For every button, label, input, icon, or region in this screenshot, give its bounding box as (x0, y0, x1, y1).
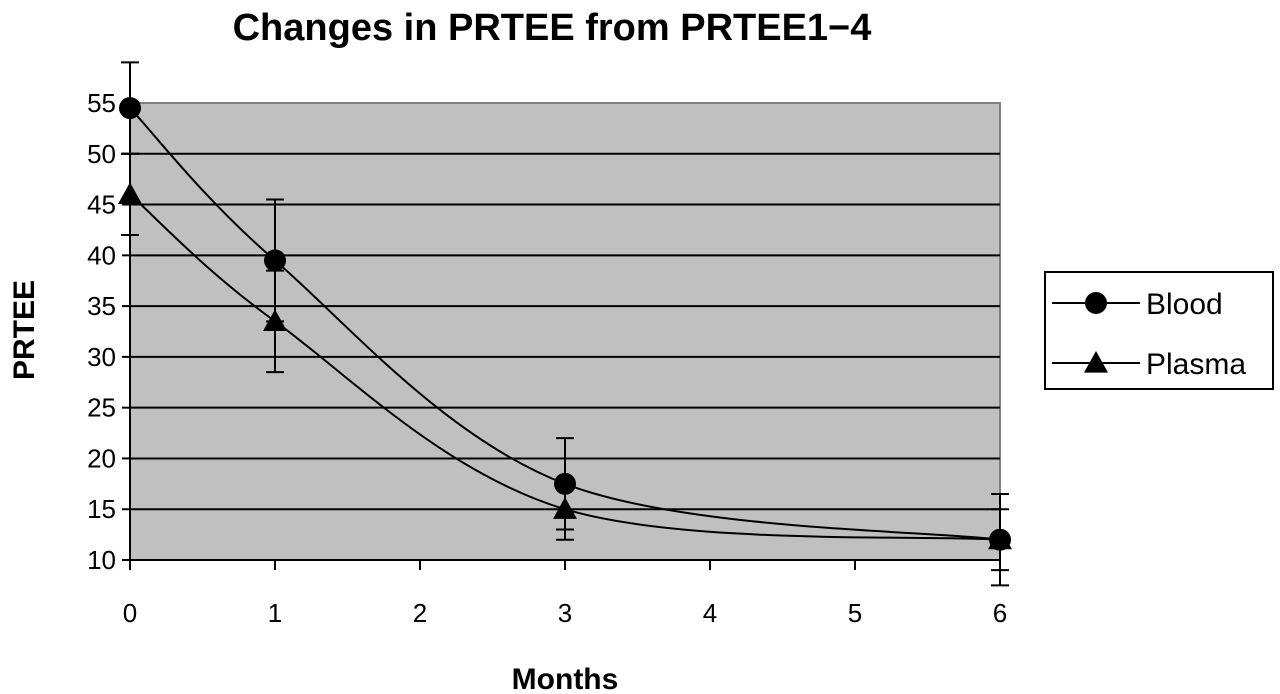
y-tick-label: 40 (87, 240, 116, 270)
y-tick-label: 20 (87, 443, 116, 473)
series-line-blood (129, 107, 1001, 541)
y-tick-label: 50 (87, 139, 116, 169)
x-tick-label: 2 (413, 598, 427, 628)
chart-title: Changes in PRTEE from PRTEE1−4 (233, 7, 872, 49)
point-plasma (263, 309, 287, 331)
x-axis-title: Months (512, 663, 619, 694)
x-tick-label: 5 (848, 598, 862, 628)
y-tick-label: 15 (87, 494, 116, 524)
point-blood (264, 249, 286, 272)
point-blood (119, 97, 141, 120)
legend-label-blood: Blood (1146, 288, 1223, 321)
point-plasma (118, 182, 142, 204)
y-tick-label: 35 (87, 291, 116, 321)
x-tick-labels: 0 1 2 3 4 5 6 (123, 560, 1007, 628)
point-plasma (553, 497, 577, 519)
point-plasma (988, 527, 1012, 550)
legend-box (1044, 271, 1274, 390)
x-tick-label: 6 (993, 598, 1007, 628)
legend-marker-plasma (1084, 351, 1108, 373)
y-tick-label: 30 (87, 342, 116, 372)
y-tick-label: 25 (87, 393, 116, 423)
legend: Blood Plasma (1044, 271, 1274, 390)
x-tick-label: 0 (123, 598, 137, 628)
x-tick-label: 4 (703, 598, 717, 628)
y-axis-title: PRTEE (8, 280, 41, 380)
series-layer (118, 61, 1012, 587)
y-tick-label: 45 (87, 190, 116, 220)
legend-marker-blood (1085, 292, 1107, 314)
y-tick-labels: 10 15 20 25 30 35 40 45 50 55 (87, 88, 130, 575)
y-tick-label: 10 (87, 545, 116, 575)
x-tick-label: 3 (558, 598, 572, 628)
y-tick-label: 55 (87, 88, 116, 118)
legend-label-plasma: Plasma (1146, 348, 1246, 381)
series-plasma (118, 152, 1012, 572)
x-tick-label: 1 (268, 598, 282, 628)
series-line-plasma (129, 193, 1001, 541)
